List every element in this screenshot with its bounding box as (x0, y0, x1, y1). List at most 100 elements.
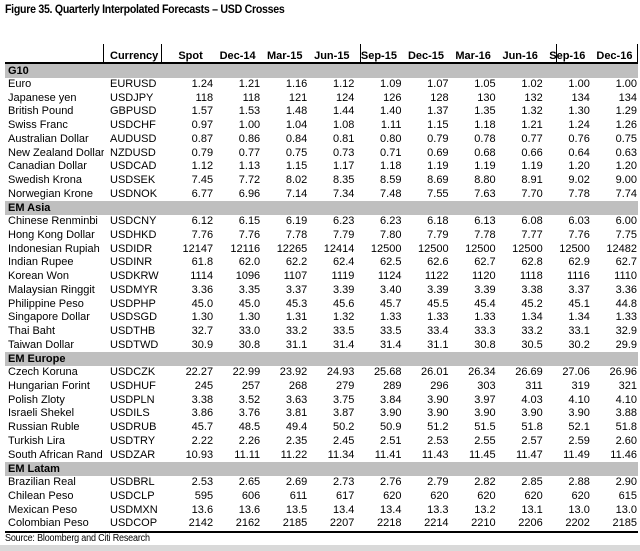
value-cell: 3.36 (615, 283, 637, 296)
value-cell: 2218 (376, 517, 402, 530)
value-cell: 51.5 (474, 421, 496, 434)
currency-code: USDTHB (110, 324, 156, 337)
table-row: Australian Dollar AUDUSD 0.87 0.86 0.84 0.81 0… (5, 133, 638, 147)
value-cell: 6.03 (568, 215, 590, 228)
value-cell: 13.5 (285, 503, 308, 516)
value-cell: 132 (524, 91, 543, 104)
value-cell: 0.80 (380, 132, 402, 145)
value-cell: 0.84 (285, 132, 308, 145)
value-cell: 0.81 (332, 132, 355, 145)
value-cell: 33.3 (474, 324, 496, 337)
header-divider (360, 44, 361, 63)
value-cell: 1.09 (380, 78, 402, 90)
value-cell: 0.68 (474, 146, 496, 159)
value-cell: 9.00 (615, 173, 637, 186)
value-cell: 0.75 (285, 146, 308, 159)
value-cell: 1.20 (568, 160, 590, 173)
value-cell: 7.80 (380, 229, 402, 242)
value-cell: 1107 (283, 270, 308, 283)
value-cell: 2.57 (521, 434, 543, 447)
value-cell: 257 (241, 380, 261, 393)
value-cell: 3.90 (427, 393, 449, 406)
value-cell: 2.60 (615, 434, 637, 447)
currency-name: Czech Koruna (8, 366, 78, 379)
value-cell: 1.18 (380, 160, 402, 173)
table-row: Czech Koruna USDCZK 22.27 22.99 23.92 24.93 25… (5, 366, 638, 380)
value-cell: 45.0 (238, 297, 261, 310)
currency-code: USDPLN (110, 393, 155, 406)
value-cell: 12500 (370, 242, 402, 255)
value-cell: 33.5 (332, 324, 355, 337)
value-cell: 0.87 (191, 132, 214, 145)
value-cell: 2.22 (191, 434, 214, 447)
currency-code: AUDUSD (110, 132, 157, 145)
value-cell: 62.8 (521, 256, 543, 269)
value-cell: 2.26 (238, 434, 261, 447)
value-cell: 22.27 (185, 366, 214, 379)
value-cell: 620 (571, 489, 590, 502)
value-cell: 3.87 (332, 407, 355, 420)
value-cell: 0.86 (238, 132, 261, 145)
value-cell: 1.35 (474, 105, 496, 118)
header-empty (5, 42, 104, 64)
value-cell: 33.2 (521, 324, 543, 337)
value-cell: 48.5 (238, 421, 261, 434)
value-cell: 3.90 (568, 407, 590, 420)
value-cell: 11.45 (468, 448, 496, 461)
value-cell: 33.1 (568, 324, 590, 337)
section-label: G10 (5, 63, 638, 78)
currency-name: British Pound (8, 105, 74, 118)
value-cell: 7.63 (474, 187, 496, 200)
bottom-divider (0, 545, 640, 551)
value-cell: 7.55 (427, 187, 449, 200)
header-divider (161, 44, 162, 63)
value-cell: 1.04 (285, 119, 308, 132)
value-cell: 1.33 (474, 311, 496, 324)
value-cell: 1.19 (474, 160, 496, 173)
currency-code: USDNOK (110, 187, 158, 200)
value-cell: 8.35 (332, 173, 355, 186)
value-cell: 62.5 (380, 256, 402, 269)
value-cell: 1.32 (521, 105, 543, 118)
value-cell: 7.78 (568, 187, 590, 200)
value-cell: 1.07 (427, 78, 449, 90)
value-cell: 620 (430, 489, 449, 502)
value-cell: 311 (525, 380, 543, 393)
value-cell: 45.7 (380, 297, 402, 310)
value-cell: 45.4 (474, 297, 496, 310)
currency-name: Polish Zloty (8, 393, 65, 406)
value-cell: 1.16 (285, 78, 308, 90)
value-cell: 7.45 (191, 173, 214, 186)
value-cell: 1.40 (380, 105, 402, 118)
currency-code: USDINR (110, 256, 153, 269)
value-cell: 62.9 (568, 256, 590, 269)
value-cell: 62.7 (615, 256, 637, 269)
value-cell: 23.92 (279, 366, 308, 379)
table-row: Euro EURUSD 1.24 1.21 1.16 1.12 1.09 1.07 1.05 1.… (5, 78, 638, 92)
section-header-row: EM Latam (5, 462, 638, 477)
currency-code: USDPHP (110, 297, 156, 310)
header-mar15: Mar-15 (261, 42, 309, 64)
currency-code: USDHKD (110, 229, 157, 242)
value-cell: 1.19 (427, 160, 449, 173)
value-cell: 6.19 (285, 215, 308, 228)
value-cell: 1.34 (568, 311, 590, 324)
value-cell: 9.02 (568, 173, 590, 186)
value-cell: 3.90 (427, 407, 449, 420)
value-cell: 0.66 (521, 146, 543, 159)
value-cell: 1.44 (332, 105, 355, 118)
value-cell: 2202 (565, 517, 590, 530)
value-cell: 2.73 (332, 476, 355, 489)
value-cell: 8.59 (380, 173, 402, 186)
value-cell: 134 (618, 91, 637, 104)
value-cell: 7.78 (285, 229, 308, 242)
value-cell: 3.97 (474, 393, 496, 406)
forecast-table: Currency Spot Dec-14 Mar-15 Jun-15 Sep-1… (5, 42, 638, 534)
value-cell: 24.93 (326, 366, 355, 379)
value-cell: 62.4 (332, 256, 355, 269)
value-cell: 12414 (323, 242, 355, 255)
header-dec16: Dec-16 (590, 42, 638, 64)
header-jun15: Jun-15 (308, 42, 356, 64)
value-cell: 7.72 (238, 173, 261, 186)
value-cell: 1.00 (238, 119, 261, 132)
